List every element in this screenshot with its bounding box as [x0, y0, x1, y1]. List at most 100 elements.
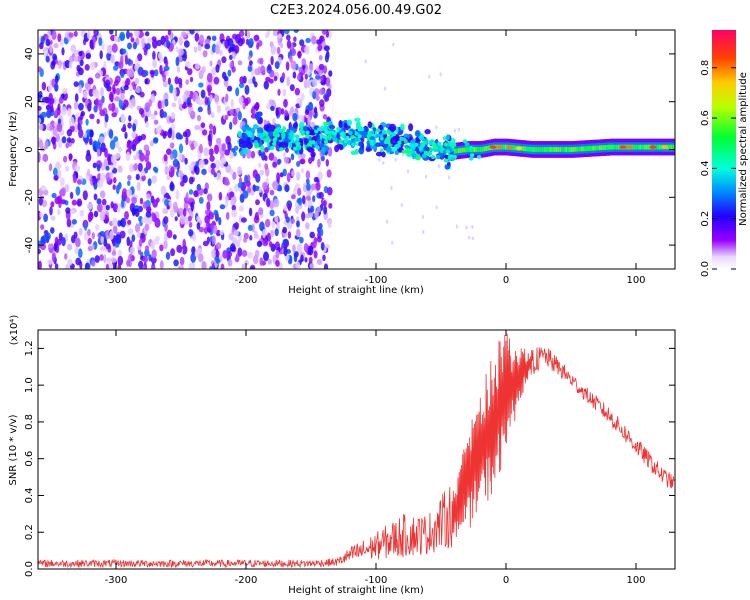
heatmap-cell [50, 227, 55, 234]
heatmap-cell [71, 219, 77, 225]
heatmap-cell [100, 87, 104, 97]
heatmap-cell [137, 135, 143, 142]
heatmap-cell [336, 132, 340, 140]
heatmap-cell [200, 122, 206, 128]
heatmap-cell [239, 76, 245, 85]
heatmap-cell [336, 127, 341, 131]
heatmap-cell [226, 251, 233, 258]
heatmap-cell [74, 123, 79, 133]
heatmap-cell [109, 171, 114, 180]
heatmap-cell [354, 131, 359, 136]
heatmap-cell [289, 55, 293, 63]
heatmap-cell [298, 114, 305, 124]
heatmap-cell [539, 147, 543, 152]
heatmap-cell [107, 153, 111, 163]
heatmap-cell [128, 253, 132, 263]
heatmap-cell [502, 144, 506, 150]
heatmap-cell [565, 147, 569, 152]
heatmap-cell [103, 254, 107, 264]
heatmap-cell [118, 146, 123, 153]
heatmap-cell [327, 186, 333, 196]
heatmap-cell [369, 136, 376, 141]
heatmap-cell [124, 131, 128, 139]
x-tick-label: 0 [503, 275, 509, 286]
heatmap-cell [231, 204, 236, 211]
heatmap-cell [592, 145, 596, 151]
heatmap-cell [182, 174, 188, 184]
heatmap-cell [310, 183, 317, 191]
heatmap-cell [297, 50, 302, 59]
heatmap-cell [359, 127, 365, 132]
heatmap-cell [598, 145, 602, 151]
heatmap-cell [454, 148, 457, 154]
heatmap-cell [48, 83, 52, 93]
heatmap-cell [229, 108, 234, 116]
heatmap-cell [292, 112, 298, 122]
heatmap-cell [445, 149, 450, 154]
heatmap-cell [138, 108, 145, 115]
heatmap-cell [571, 147, 574, 152]
heatmap-cell [323, 45, 330, 52]
heatmap-cell [296, 171, 301, 181]
heatmap-cell [291, 218, 295, 224]
heatmap-cell [141, 174, 146, 182]
heatmap-cell [127, 219, 132, 225]
heatmap-cell [84, 221, 88, 231]
heatmap-cell [224, 149, 231, 156]
heatmap-cell [645, 144, 649, 150]
heatmap-cell [555, 147, 559, 152]
heatmap-cell [578, 146, 582, 152]
heatmap-cell [300, 254, 304, 262]
heatmap-cell [40, 224, 45, 230]
heatmap-cell [202, 50, 208, 58]
heatmap-cell [312, 195, 316, 203]
heatmap-cell [175, 189, 180, 200]
heatmap-cell [270, 55, 274, 66]
heatmap-cell [79, 59, 84, 67]
heatmap-cell [312, 90, 316, 100]
heatmap-cell [394, 157, 397, 162]
heatmap-cell [439, 72, 442, 77]
heatmap-cell [52, 53, 57, 61]
heatmap-cell [263, 80, 269, 90]
heatmap-cell [68, 61, 73, 69]
heatmap-cell [99, 254, 104, 261]
heatmap-cell [84, 262, 91, 269]
heatmap-cell [264, 163, 269, 170]
heatmap-cell [295, 206, 299, 214]
heatmap-cell [338, 139, 343, 144]
heatmap-cell [132, 83, 137, 91]
heatmap-cell [323, 139, 329, 144]
heatmap-cell [230, 243, 236, 252]
heatmap-cell [435, 155, 440, 159]
heatmap-cell [133, 163, 139, 171]
heatmap-cell [129, 84, 133, 92]
heatmap-cell [604, 145, 608, 150]
heatmap-cell [176, 66, 181, 73]
heatmap-cells [38, 30, 675, 269]
heatmap-cell [188, 189, 194, 195]
heatmap-cell [51, 252, 56, 263]
heatmap-cell [471, 224, 474, 229]
heatmap-cell [473, 147, 477, 152]
heatmap-cell [121, 115, 126, 124]
heatmap-cell [131, 144, 137, 152]
heatmap-cell [404, 144, 409, 149]
heatmap-cell [270, 146, 275, 151]
heatmap-cell [104, 113, 109, 123]
y-tick-label: 20 [24, 95, 35, 108]
heatmap-cell [452, 142, 457, 147]
heatmap-cell [68, 32, 74, 38]
y-tick-label: 0.8 [24, 414, 35, 430]
heatmap-cell [298, 121, 305, 129]
heatmap-cell [121, 188, 128, 198]
heatmap-cell [357, 134, 362, 139]
heatmap-cell [120, 217, 127, 228]
heatmap-cell [122, 48, 127, 54]
heatmap-cell [196, 222, 201, 230]
heatmap-cell [250, 113, 257, 119]
heatmap-cell [457, 127, 461, 132]
heatmap-cell [58, 97, 64, 104]
heatmap-cell [247, 186, 252, 193]
heatmap-cell [265, 218, 271, 228]
